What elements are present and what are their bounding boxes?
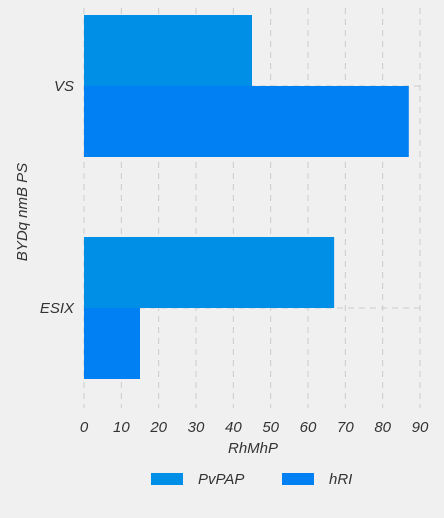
bar-hRI-VS: [84, 86, 409, 157]
x-tick-label: 70: [337, 419, 354, 436]
x-tick-label: 90: [412, 419, 429, 436]
x-axis-ticks: 0 10 20 30 40 50 60 70 80 90: [80, 419, 429, 436]
y-tick-label: ESIX: [40, 300, 75, 317]
bar-hRI-ESIX: [84, 308, 140, 379]
bar-PvPAP-ESIX: [84, 237, 335, 308]
x-tick-label: 20: [149, 419, 167, 436]
x-tick-label: 40: [225, 419, 242, 436]
x-tick-label: 10: [113, 419, 130, 436]
legend-swatch-PvPAP: [151, 473, 183, 485]
legend-label-PvPAP: PvPAP: [198, 471, 244, 488]
x-axis-label: RhMhP: [228, 440, 278, 457]
x-tick-label: 50: [262, 419, 279, 436]
x-tick-label: 60: [300, 419, 317, 436]
bar-PvPAP-VS: [84, 15, 252, 86]
y-tick-label: VS: [54, 78, 74, 95]
legend-label-hRI: hRI: [329, 471, 352, 488]
legend-swatch-hRI: [282, 473, 314, 485]
x-tick-label: 30: [188, 419, 205, 436]
x-tick-label: 80: [374, 419, 391, 436]
y-axis-label: BYDq nmB PS: [14, 163, 31, 261]
x-tick-label: 0: [80, 419, 89, 436]
legend: PvPAP hRI: [151, 471, 352, 488]
plot-area: [83, 8, 421, 408]
y-axis-ticks: VS ESIX: [40, 78, 75, 317]
